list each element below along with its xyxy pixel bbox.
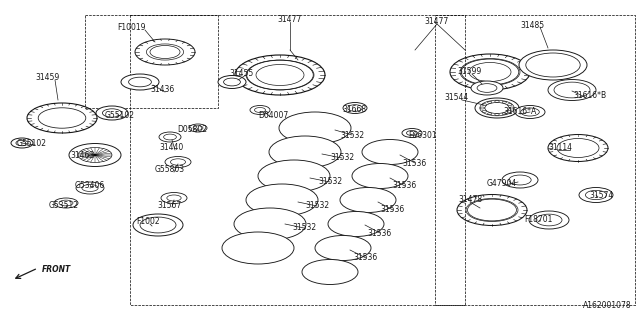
Ellipse shape bbox=[140, 217, 176, 233]
Text: 31436: 31436 bbox=[151, 85, 175, 94]
Ellipse shape bbox=[340, 188, 396, 212]
Text: 31536: 31536 bbox=[403, 158, 427, 167]
Ellipse shape bbox=[76, 182, 104, 194]
Ellipse shape bbox=[161, 193, 187, 204]
Ellipse shape bbox=[536, 214, 562, 226]
Text: G55102: G55102 bbox=[105, 110, 135, 119]
Ellipse shape bbox=[59, 200, 73, 206]
Text: 31536: 31536 bbox=[393, 181, 417, 190]
Ellipse shape bbox=[165, 156, 191, 167]
Ellipse shape bbox=[193, 126, 203, 130]
Text: 31599: 31599 bbox=[458, 68, 482, 76]
Ellipse shape bbox=[102, 109, 122, 117]
Text: G53512: G53512 bbox=[49, 201, 79, 210]
Ellipse shape bbox=[234, 208, 306, 240]
Text: 31567: 31567 bbox=[158, 201, 182, 210]
Ellipse shape bbox=[258, 160, 330, 192]
Ellipse shape bbox=[586, 190, 607, 200]
Ellipse shape bbox=[269, 136, 341, 168]
Text: D04007: D04007 bbox=[258, 110, 288, 119]
Ellipse shape bbox=[54, 198, 78, 208]
Text: A162001078: A162001078 bbox=[584, 301, 632, 310]
Text: 31440: 31440 bbox=[160, 143, 184, 153]
Text: F10019: F10019 bbox=[118, 23, 147, 33]
Ellipse shape bbox=[554, 82, 590, 98]
Ellipse shape bbox=[16, 140, 28, 146]
Ellipse shape bbox=[167, 195, 181, 201]
Text: G53406: G53406 bbox=[75, 180, 105, 189]
Ellipse shape bbox=[406, 131, 417, 135]
Ellipse shape bbox=[362, 140, 418, 164]
Text: 31114: 31114 bbox=[548, 143, 572, 153]
Text: D05802: D05802 bbox=[177, 125, 207, 134]
Text: 31536: 31536 bbox=[354, 253, 378, 262]
Text: 31536: 31536 bbox=[381, 205, 405, 214]
Ellipse shape bbox=[279, 112, 351, 144]
Ellipse shape bbox=[348, 105, 362, 111]
Text: 31574: 31574 bbox=[590, 190, 614, 199]
Text: G55102: G55102 bbox=[17, 139, 47, 148]
Ellipse shape bbox=[529, 211, 569, 229]
Text: 31532: 31532 bbox=[305, 202, 329, 211]
Text: 31668: 31668 bbox=[342, 106, 366, 115]
Ellipse shape bbox=[509, 175, 531, 185]
Ellipse shape bbox=[133, 214, 183, 236]
Text: 31532: 31532 bbox=[340, 131, 364, 140]
Text: 31478: 31478 bbox=[458, 196, 482, 204]
Text: F1002: F1002 bbox=[136, 218, 160, 227]
Ellipse shape bbox=[402, 129, 422, 138]
Ellipse shape bbox=[223, 78, 241, 86]
Text: 31459: 31459 bbox=[36, 74, 60, 83]
Ellipse shape bbox=[250, 106, 270, 115]
Ellipse shape bbox=[343, 102, 367, 114]
Text: 31532: 31532 bbox=[330, 154, 354, 163]
Text: FRONT: FRONT bbox=[42, 266, 71, 275]
Text: 31544: 31544 bbox=[445, 93, 469, 102]
Ellipse shape bbox=[515, 106, 545, 118]
Ellipse shape bbox=[246, 184, 318, 216]
Ellipse shape bbox=[521, 108, 540, 116]
Ellipse shape bbox=[121, 74, 159, 90]
Text: 31536: 31536 bbox=[368, 228, 392, 237]
Text: 31616*B: 31616*B bbox=[573, 91, 607, 100]
Ellipse shape bbox=[548, 79, 596, 100]
Ellipse shape bbox=[502, 172, 538, 188]
Ellipse shape bbox=[315, 236, 371, 260]
Text: F18701: F18701 bbox=[524, 215, 552, 225]
Text: 31616*A: 31616*A bbox=[504, 108, 536, 116]
Text: 31477: 31477 bbox=[278, 15, 302, 25]
Ellipse shape bbox=[477, 84, 497, 92]
Ellipse shape bbox=[526, 53, 580, 77]
Ellipse shape bbox=[222, 232, 294, 264]
Ellipse shape bbox=[352, 164, 408, 188]
Ellipse shape bbox=[302, 260, 358, 284]
Ellipse shape bbox=[82, 185, 98, 191]
Ellipse shape bbox=[164, 134, 177, 140]
Ellipse shape bbox=[96, 106, 128, 120]
Ellipse shape bbox=[11, 138, 33, 148]
Ellipse shape bbox=[255, 108, 266, 112]
Text: 31455: 31455 bbox=[230, 68, 254, 77]
Ellipse shape bbox=[189, 124, 207, 132]
Text: 31532: 31532 bbox=[318, 178, 342, 187]
Text: F06301: F06301 bbox=[409, 131, 437, 140]
Text: G47904: G47904 bbox=[487, 179, 517, 188]
Ellipse shape bbox=[218, 76, 246, 89]
Text: 31532: 31532 bbox=[292, 223, 316, 233]
Text: 31477: 31477 bbox=[425, 18, 449, 27]
Text: 31463: 31463 bbox=[71, 150, 95, 159]
Text: G55803: G55803 bbox=[155, 165, 185, 174]
Ellipse shape bbox=[170, 159, 186, 165]
Ellipse shape bbox=[328, 212, 384, 236]
Ellipse shape bbox=[159, 132, 181, 142]
Ellipse shape bbox=[129, 77, 152, 87]
Ellipse shape bbox=[471, 81, 503, 95]
Text: 31485: 31485 bbox=[520, 20, 544, 29]
Ellipse shape bbox=[519, 50, 587, 80]
Ellipse shape bbox=[579, 188, 613, 203]
